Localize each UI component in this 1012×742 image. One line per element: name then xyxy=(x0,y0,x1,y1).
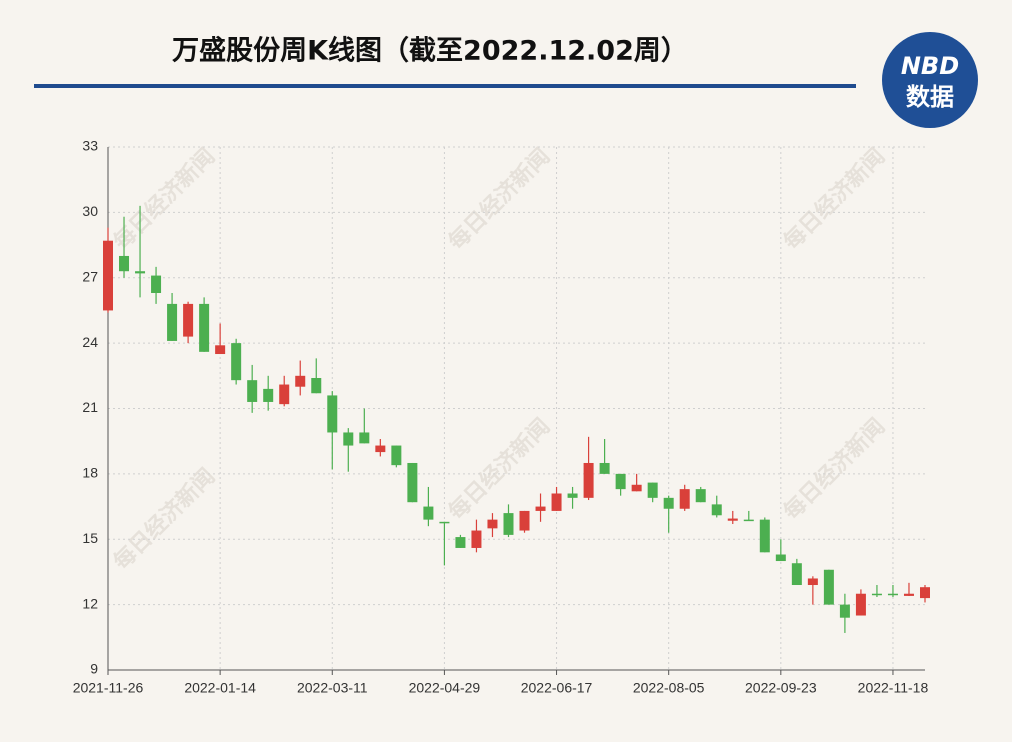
x-tick-label: 2022-11-18 xyxy=(858,680,929,696)
candle-body xyxy=(423,506,434,520)
logo-top: NBD xyxy=(901,52,959,80)
candle-body xyxy=(599,462,610,474)
candle-body xyxy=(791,563,802,586)
y-tick-label: 24 xyxy=(82,334,98,350)
x-tick-label: 2022-01-14 xyxy=(184,680,256,696)
candle-body xyxy=(151,275,162,294)
candle-body xyxy=(407,462,418,503)
candle-body xyxy=(535,506,546,511)
candle-body xyxy=(263,388,274,402)
candle-body xyxy=(183,303,194,337)
candle-body xyxy=(519,510,530,531)
candle-body xyxy=(711,504,722,516)
candle-body xyxy=(695,489,706,503)
candle-body xyxy=(167,303,178,341)
candle-body xyxy=(775,554,786,562)
candle-body xyxy=(839,604,850,618)
candle-body xyxy=(823,569,834,605)
candle-body xyxy=(567,493,578,498)
candle-body xyxy=(375,445,386,453)
candle-body xyxy=(295,375,306,387)
candle-body xyxy=(487,519,498,529)
y-tick-label: 30 xyxy=(82,203,98,219)
x-tick-label: 2022-04-29 xyxy=(409,680,481,696)
candle-body xyxy=(199,303,210,352)
candle-body xyxy=(727,518,738,521)
candle-body xyxy=(471,530,482,548)
candle-body xyxy=(647,482,658,498)
candle-body xyxy=(743,519,754,522)
y-tick-label: 27 xyxy=(82,268,98,284)
candle-body xyxy=(215,345,226,355)
chart-title: 万盛股份周K线图（截至2022.12.02周） xyxy=(172,36,688,67)
candle-body xyxy=(871,593,882,596)
x-tick-label: 2022-08-05 xyxy=(633,680,705,696)
candle-body xyxy=(503,513,514,535)
candle-body xyxy=(103,240,113,311)
candle-body xyxy=(231,343,242,381)
x-tick-label: 2022-09-23 xyxy=(745,680,817,696)
candle-body xyxy=(359,432,370,444)
candle-body xyxy=(119,255,130,272)
x-tick-label: 2022-03-11 xyxy=(297,680,368,696)
candle-body xyxy=(807,578,818,586)
candle-body xyxy=(663,497,674,509)
candle-body xyxy=(439,521,450,524)
x-tick-label: 2022-06-17 xyxy=(521,680,593,696)
candle-body xyxy=(759,519,770,553)
y-tick-label: 21 xyxy=(82,399,98,415)
y-tick-label: 9 xyxy=(90,661,98,677)
candle-body xyxy=(583,462,594,498)
candle-body xyxy=(455,537,466,548)
logo-badge xyxy=(882,32,978,128)
logo-bottom: 数据 xyxy=(906,83,954,111)
candle-body xyxy=(135,271,146,274)
watermark: 每日经济新闻 xyxy=(443,143,555,255)
candle-body xyxy=(551,493,562,511)
candle-body xyxy=(343,432,354,446)
y-tick-label: 15 xyxy=(82,530,98,546)
candle-body xyxy=(247,380,258,402)
candle-body xyxy=(903,593,914,596)
title-rule xyxy=(34,84,856,88)
x-tick-label: 2021-11-26 xyxy=(73,680,144,696)
watermark: 每日经济新闻 xyxy=(108,463,220,575)
candle-body xyxy=(887,593,898,596)
candle-body xyxy=(631,484,642,492)
y-tick-label: 18 xyxy=(82,465,98,481)
candle-body xyxy=(920,587,930,599)
candle-body xyxy=(279,384,290,405)
y-tick-label: 33 xyxy=(82,138,98,154)
candle-body xyxy=(327,395,338,433)
candle-body xyxy=(311,377,322,394)
candle-body xyxy=(855,593,866,616)
watermark: 每日经济新闻 xyxy=(108,143,220,255)
y-tick-label: 12 xyxy=(82,595,98,611)
watermark: 每日经济新闻 xyxy=(778,413,890,525)
candle-body xyxy=(679,489,690,509)
watermark: 每日经济新闻 xyxy=(778,143,890,255)
candle-body xyxy=(615,473,626,490)
candle-body xyxy=(391,445,402,466)
